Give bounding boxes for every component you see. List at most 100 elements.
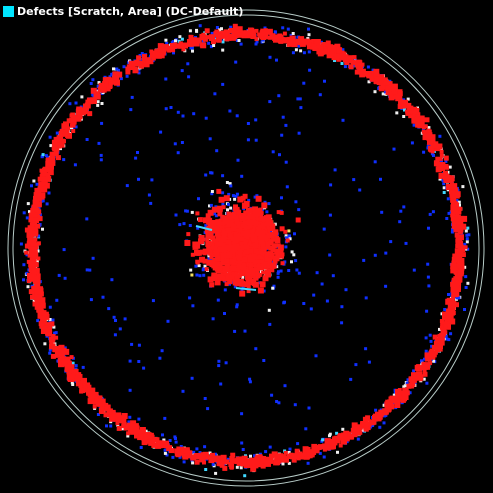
defect-point	[440, 336, 445, 341]
defect-point	[91, 78, 95, 82]
defect-point	[288, 452, 294, 458]
defect-point	[452, 253, 459, 260]
defect-point	[406, 383, 412, 389]
defect-point	[100, 102, 104, 105]
defect-point	[55, 155, 61, 161]
defect-point	[395, 111, 399, 115]
defect-point	[139, 446, 143, 449]
defect-point	[195, 260, 200, 265]
defect-point	[150, 438, 156, 444]
defect-point	[261, 38, 265, 42]
defect-point	[286, 27, 290, 31]
defect-point	[191, 461, 195, 465]
defect-point	[214, 29, 220, 35]
defect-point	[363, 425, 369, 431]
defect-point	[451, 260, 457, 266]
defect-point	[235, 192, 239, 196]
defect-point	[398, 395, 403, 400]
defect-point	[220, 254, 227, 261]
defect-point	[27, 237, 33, 243]
defect-point	[30, 246, 36, 252]
defect-point	[228, 28, 234, 33]
defect-point	[285, 236, 288, 240]
defect-point	[170, 43, 176, 49]
defect-point	[204, 267, 209, 272]
defect-point	[443, 308, 447, 311]
defect-point	[123, 426, 128, 431]
defect-point	[151, 56, 156, 61]
defect-point	[198, 274, 202, 278]
defect-point	[254, 456, 261, 463]
defect-point	[211, 206, 218, 213]
defect-point	[120, 418, 126, 424]
defect-point	[39, 297, 46, 304]
defect-point	[435, 166, 442, 173]
defect-point	[69, 364, 75, 370]
defect-point	[235, 459, 240, 465]
defect-point	[123, 317, 127, 321]
defect-point	[441, 179, 445, 183]
defect-point	[220, 214, 225, 219]
defect-point	[283, 229, 288, 234]
defect-point	[52, 147, 57, 152]
defect-point	[373, 71, 379, 77]
defect-point	[318, 93, 322, 97]
defect-point	[454, 276, 459, 280]
defect-point	[30, 208, 36, 214]
defect-point	[266, 268, 271, 273]
defect-point	[437, 345, 443, 350]
defect-point	[466, 226, 470, 230]
defect-point	[404, 241, 408, 245]
defect-point	[294, 448, 300, 454]
defect-point	[96, 413, 100, 416]
defect-point	[278, 38, 284, 44]
defect-point	[341, 118, 345, 122]
defect-point	[59, 143, 64, 148]
defect-point	[274, 454, 281, 461]
defect-point	[458, 245, 465, 252]
defect-point	[422, 377, 426, 381]
defect-point	[302, 302, 306, 305]
defect-point	[255, 269, 260, 274]
defect-point	[226, 457, 230, 461]
defect-point	[212, 266, 217, 271]
defect-point	[418, 121, 423, 127]
defect-point	[61, 139, 66, 144]
defect-point	[321, 42, 328, 49]
defect-point	[66, 132, 72, 139]
defect-point	[114, 79, 120, 86]
defect-point	[44, 154, 48, 158]
defect-point	[250, 465, 257, 472]
defect-point	[354, 69, 360, 75]
defect-point	[277, 401, 281, 405]
defect-point	[93, 92, 100, 99]
defect-point	[173, 142, 177, 146]
defect-point	[56, 135, 63, 142]
defect-point	[34, 304, 40, 310]
defect-point	[207, 276, 214, 283]
defect-point	[28, 289, 34, 295]
defect-point	[455, 263, 461, 270]
defect-point	[276, 271, 280, 275]
defect-point	[75, 372, 80, 377]
defect-point	[453, 192, 460, 199]
defect-point	[26, 285, 30, 289]
defect-point	[383, 409, 389, 415]
defect-point	[53, 331, 57, 335]
defect-point	[373, 90, 377, 94]
defect-point	[127, 420, 131, 424]
defect-point	[263, 230, 268, 235]
defect-point	[454, 302, 459, 308]
defect-point	[458, 229, 463, 234]
defect-point	[259, 30, 265, 36]
defect-point	[277, 33, 283, 39]
defect-point	[90, 97, 97, 104]
defect-point	[384, 90, 387, 94]
defect-point	[371, 68, 375, 72]
defect-point	[102, 81, 109, 87]
defect-point	[74, 125, 78, 129]
defect-point	[82, 109, 88, 115]
defect-point	[64, 368, 69, 372]
defect-point	[437, 333, 443, 339]
